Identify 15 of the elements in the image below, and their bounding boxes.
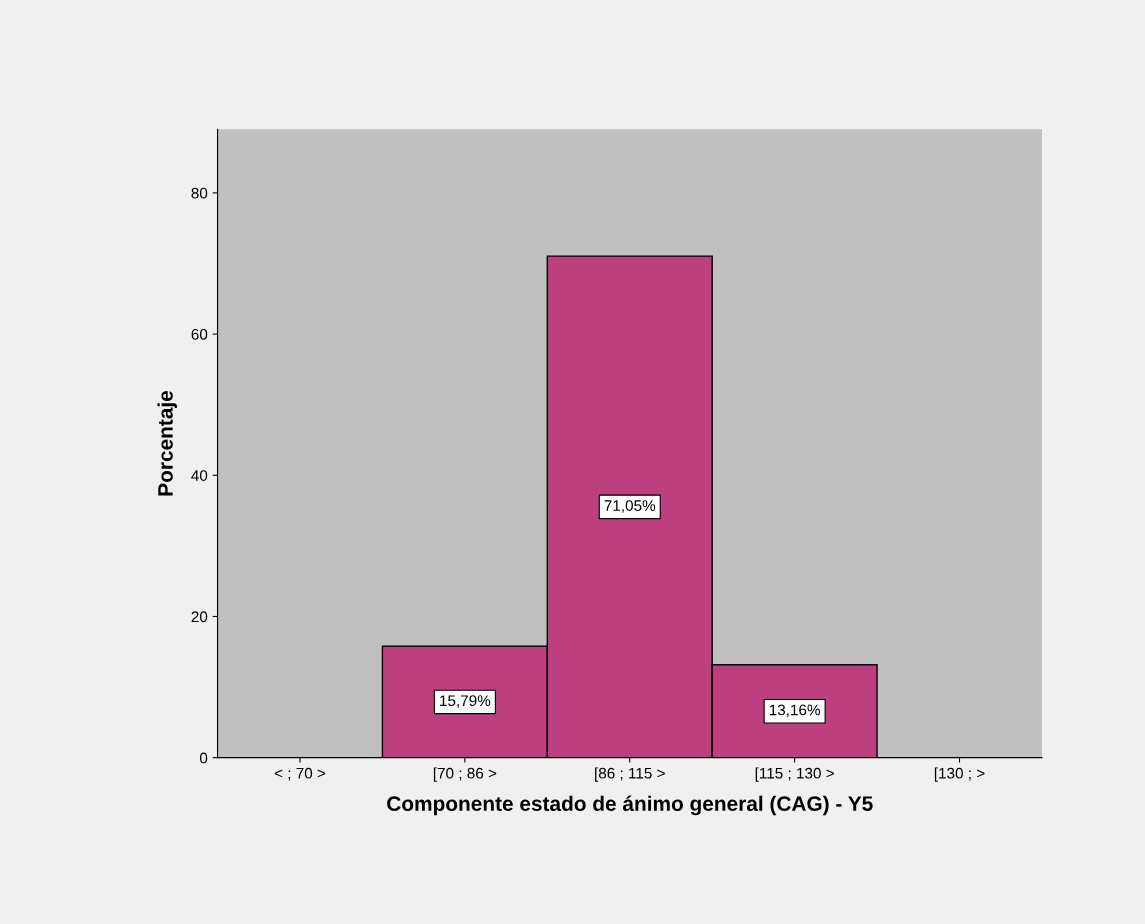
y-tick-label: 40 [191,470,208,481]
y-tick-label: 80 [191,187,208,199]
data-label: 71,05% [604,500,656,513]
x-axis-title: Componente estado de ánimo general (CAG) - Y5 [387,795,873,816]
data-label: 13,16% [769,704,820,718]
y-axis-title: Porcentaje [157,390,177,496]
y-tick-label: 0 [199,752,208,764]
x-tick-label: < ; 70 > [274,767,326,781]
x-tick-label: [130 ; > [934,767,985,782]
data-label: 15,79% [440,695,491,708]
y-tick-label: 60 [191,328,208,340]
x-tick-label: [70 ; 86 > [433,767,497,782]
x-tick-label: [115 ; 130 > [755,767,834,782]
y-tick-label: 20 [191,611,208,623]
x-tick-label: [86 ; 115 > [595,767,665,782]
